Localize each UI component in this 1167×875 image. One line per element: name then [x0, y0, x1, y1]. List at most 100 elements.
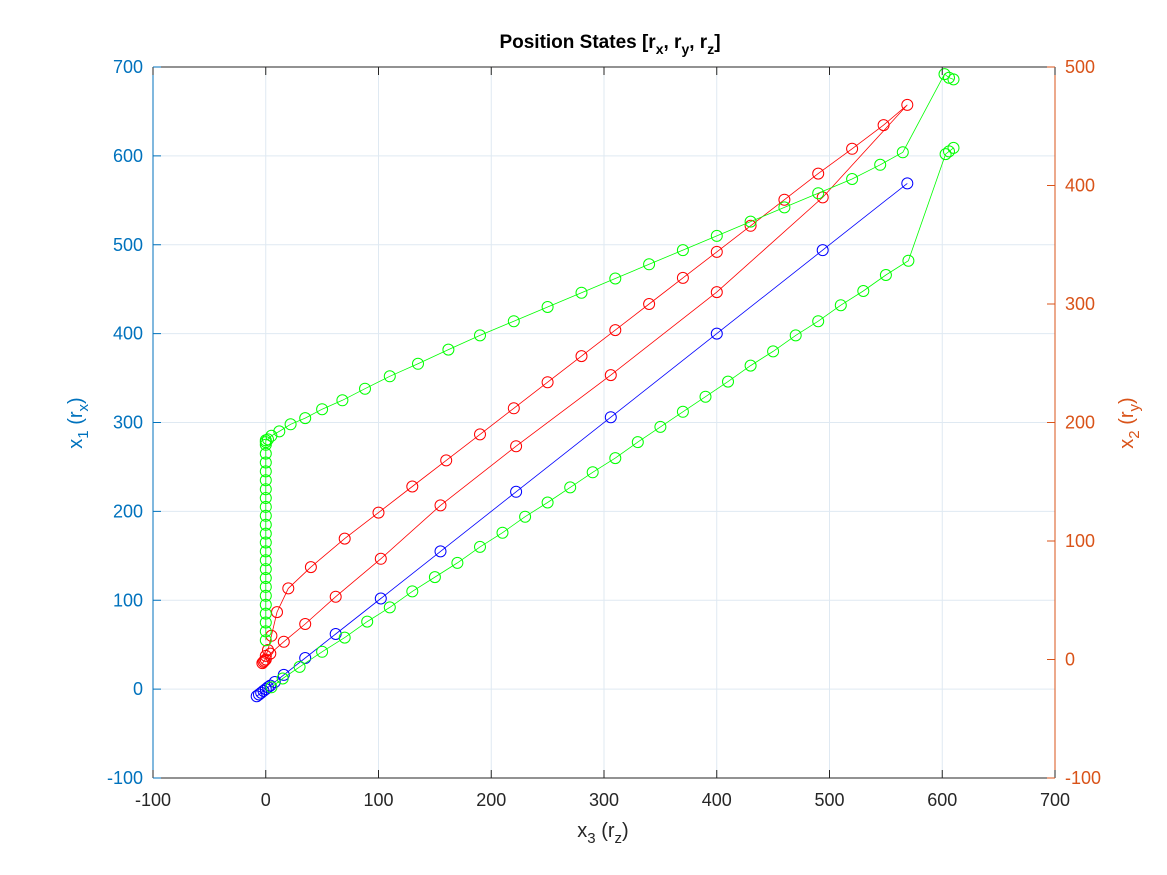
data-point — [631, 436, 644, 449]
data-point — [259, 625, 272, 638]
data-point — [282, 582, 295, 595]
y-left-tick-label: 200 — [113, 501, 143, 521]
data-point — [259, 438, 272, 451]
data-point — [316, 645, 329, 658]
data-point — [273, 425, 286, 438]
data-point — [710, 327, 723, 340]
data-point — [947, 141, 960, 154]
data-point — [643, 258, 656, 271]
data-point — [383, 370, 396, 383]
series-layer — [250, 68, 960, 703]
data-point — [442, 343, 455, 356]
data-point — [259, 545, 272, 558]
series-line — [271, 147, 954, 688]
data-point — [586, 466, 599, 479]
data-point — [406, 480, 419, 493]
data-point — [383, 601, 396, 614]
data-point — [428, 571, 441, 584]
data-point — [406, 585, 419, 598]
data-point — [947, 73, 960, 86]
data-point — [338, 532, 351, 545]
x-tick-label: 200 — [476, 790, 506, 810]
data-point — [778, 193, 791, 206]
data-point — [519, 510, 532, 523]
data-point — [474, 329, 486, 342]
data-point — [575, 350, 588, 363]
y-right-tick-label: -100 — [1065, 768, 1101, 788]
data-point — [299, 618, 312, 630]
data-point — [943, 145, 955, 158]
x-tick-label: 400 — [702, 790, 732, 810]
data-point — [846, 173, 859, 185]
data-point — [879, 269, 892, 281]
data-point — [259, 518, 272, 531]
data-point — [359, 382, 371, 395]
data-point — [259, 536, 272, 549]
data-point — [816, 191, 829, 204]
data-point — [564, 481, 577, 494]
data-point — [338, 631, 351, 644]
data-point — [259, 589, 272, 602]
data-point — [541, 496, 554, 509]
y-left-tick-label: 700 — [113, 57, 143, 77]
y-right-tick-label: 300 — [1065, 294, 1095, 314]
data-point — [654, 420, 667, 433]
data-point — [451, 556, 464, 569]
x-tick-label: 0 — [261, 790, 271, 810]
data-point — [722, 375, 734, 388]
data-point — [293, 660, 306, 673]
data-point — [372, 506, 385, 519]
series-2 — [259, 68, 960, 647]
data-point — [510, 440, 523, 453]
data-point — [496, 526, 509, 539]
data-point — [259, 527, 272, 540]
data-point — [744, 215, 757, 228]
data-point — [259, 607, 272, 620]
data-point — [609, 452, 622, 465]
data-point — [259, 474, 272, 487]
data-point — [259, 580, 272, 593]
data-point — [643, 298, 656, 310]
data-point — [676, 244, 689, 257]
data-point — [609, 324, 622, 337]
data-point — [902, 254, 915, 267]
data-point — [304, 561, 317, 574]
x-tick-label: 100 — [363, 790, 393, 810]
data-point — [256, 657, 269, 670]
y-right-tick-label: 0 — [1065, 650, 1075, 670]
data-point — [259, 616, 272, 629]
data-point — [604, 369, 617, 382]
data-point — [434, 545, 447, 558]
data-point — [259, 683, 272, 696]
y-left-tick-label: 0 — [133, 679, 143, 699]
data-point — [474, 428, 486, 441]
data-point — [259, 465, 272, 478]
data-point — [767, 345, 780, 358]
x-tick-label: 300 — [589, 790, 619, 810]
data-point — [265, 429, 278, 442]
data-point — [604, 411, 617, 424]
data-point — [440, 454, 453, 467]
data-point — [846, 142, 859, 155]
x-axis-label: x3 (rz) — [577, 820, 628, 847]
data-point — [259, 554, 272, 567]
tick-labels: -100 0 100 200 300 400 500 600 700-1000100200300… — [107, 57, 1101, 810]
data-point — [938, 68, 951, 81]
data-point — [434, 499, 447, 512]
data-point — [361, 615, 374, 628]
y-left-tick-label: 300 — [113, 413, 143, 433]
data-point — [710, 229, 723, 242]
data-point — [259, 634, 272, 647]
series-3 — [265, 141, 960, 694]
series-1 — [256, 98, 914, 670]
data-point — [265, 681, 278, 694]
data-point — [901, 177, 914, 190]
data-point — [257, 655, 270, 668]
data-point — [259, 492, 272, 504]
data-point — [896, 146, 909, 159]
x-tick-label: 600 — [927, 790, 957, 810]
data-point — [412, 357, 424, 370]
series-line — [265, 73, 954, 641]
data-point — [609, 272, 622, 285]
data-point — [744, 359, 757, 372]
